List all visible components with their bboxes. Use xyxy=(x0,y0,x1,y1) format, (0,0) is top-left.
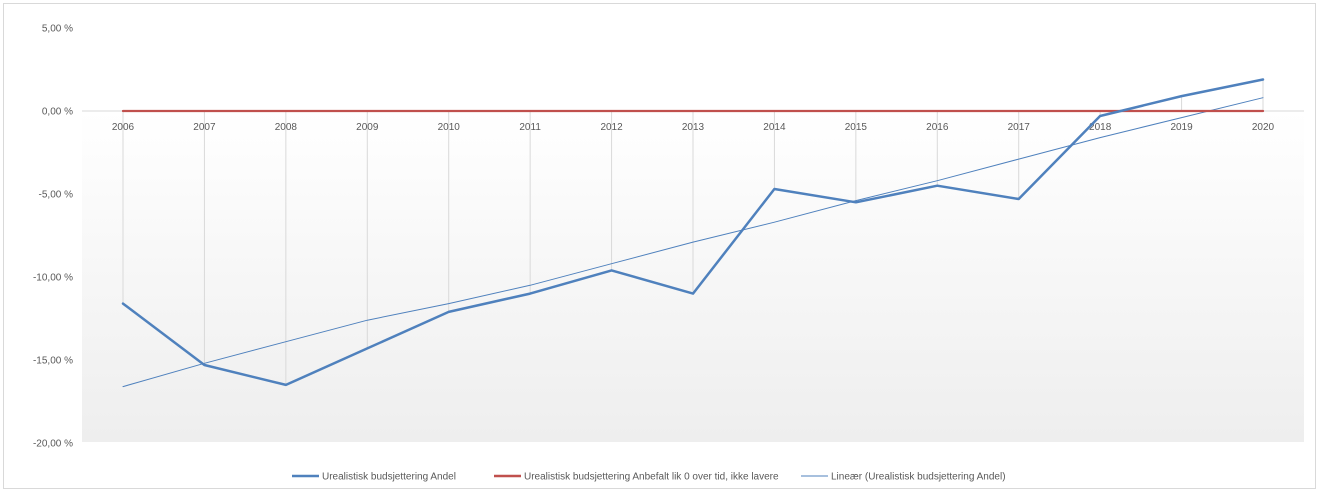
legend-label: Lineær (Urealistisk budsjettering Andel) xyxy=(831,472,1006,483)
x-axis-ticks: 2006 2007 2008 2009 2010 2011 2012 2013 2014 2015… xyxy=(112,122,1275,133)
x-tick-label: 2011 xyxy=(519,122,541,133)
x-tick-label: 2007 xyxy=(193,122,216,133)
series-line-0 xyxy=(121,78,1265,387)
y-tick-label: -5,00 % xyxy=(39,190,74,201)
x-tick-label: 2008 xyxy=(275,122,298,133)
y-tick-label: -10,00 % xyxy=(33,273,73,284)
legend-label: Urealistisk budsjettering Andel xyxy=(322,472,456,483)
x-tick-label: 2012 xyxy=(600,122,623,133)
y-tick-label: -20,00 % xyxy=(33,439,73,450)
x-tick-label: 2009 xyxy=(356,122,379,133)
legend-label: Urealistisk budsjettering Anbefalt lik 0… xyxy=(524,472,779,483)
x-tick-label: 2019 xyxy=(1170,122,1193,133)
x-tick-label: 2010 xyxy=(438,122,461,133)
x-tick-label: 2014 xyxy=(763,122,786,133)
series-layer xyxy=(121,78,1265,388)
y-tick-label: 5,00 % xyxy=(42,24,73,35)
x-tick-label: 2015 xyxy=(845,122,868,133)
y-axis-ticks: 5,00 % 0,00 % -5,00 % -10,00 % -15,00 % -20,0… xyxy=(33,24,73,450)
drop-lines xyxy=(122,79,1264,385)
x-tick-label: 2017 xyxy=(1008,122,1031,133)
x-tick-label: 2018 xyxy=(1089,122,1112,133)
x-tick-label: 2016 xyxy=(926,122,949,133)
y-tick-label: 0,00 % xyxy=(42,107,73,118)
x-tick-label: 2006 xyxy=(112,122,135,133)
x-tick-label: 2013 xyxy=(682,122,705,133)
legend: Urealistisk budsjettering Andel Urealisti… xyxy=(292,472,1006,483)
y-tick-label: -15,00 % xyxy=(33,356,73,367)
x-tick-label: 2020 xyxy=(1252,122,1275,133)
